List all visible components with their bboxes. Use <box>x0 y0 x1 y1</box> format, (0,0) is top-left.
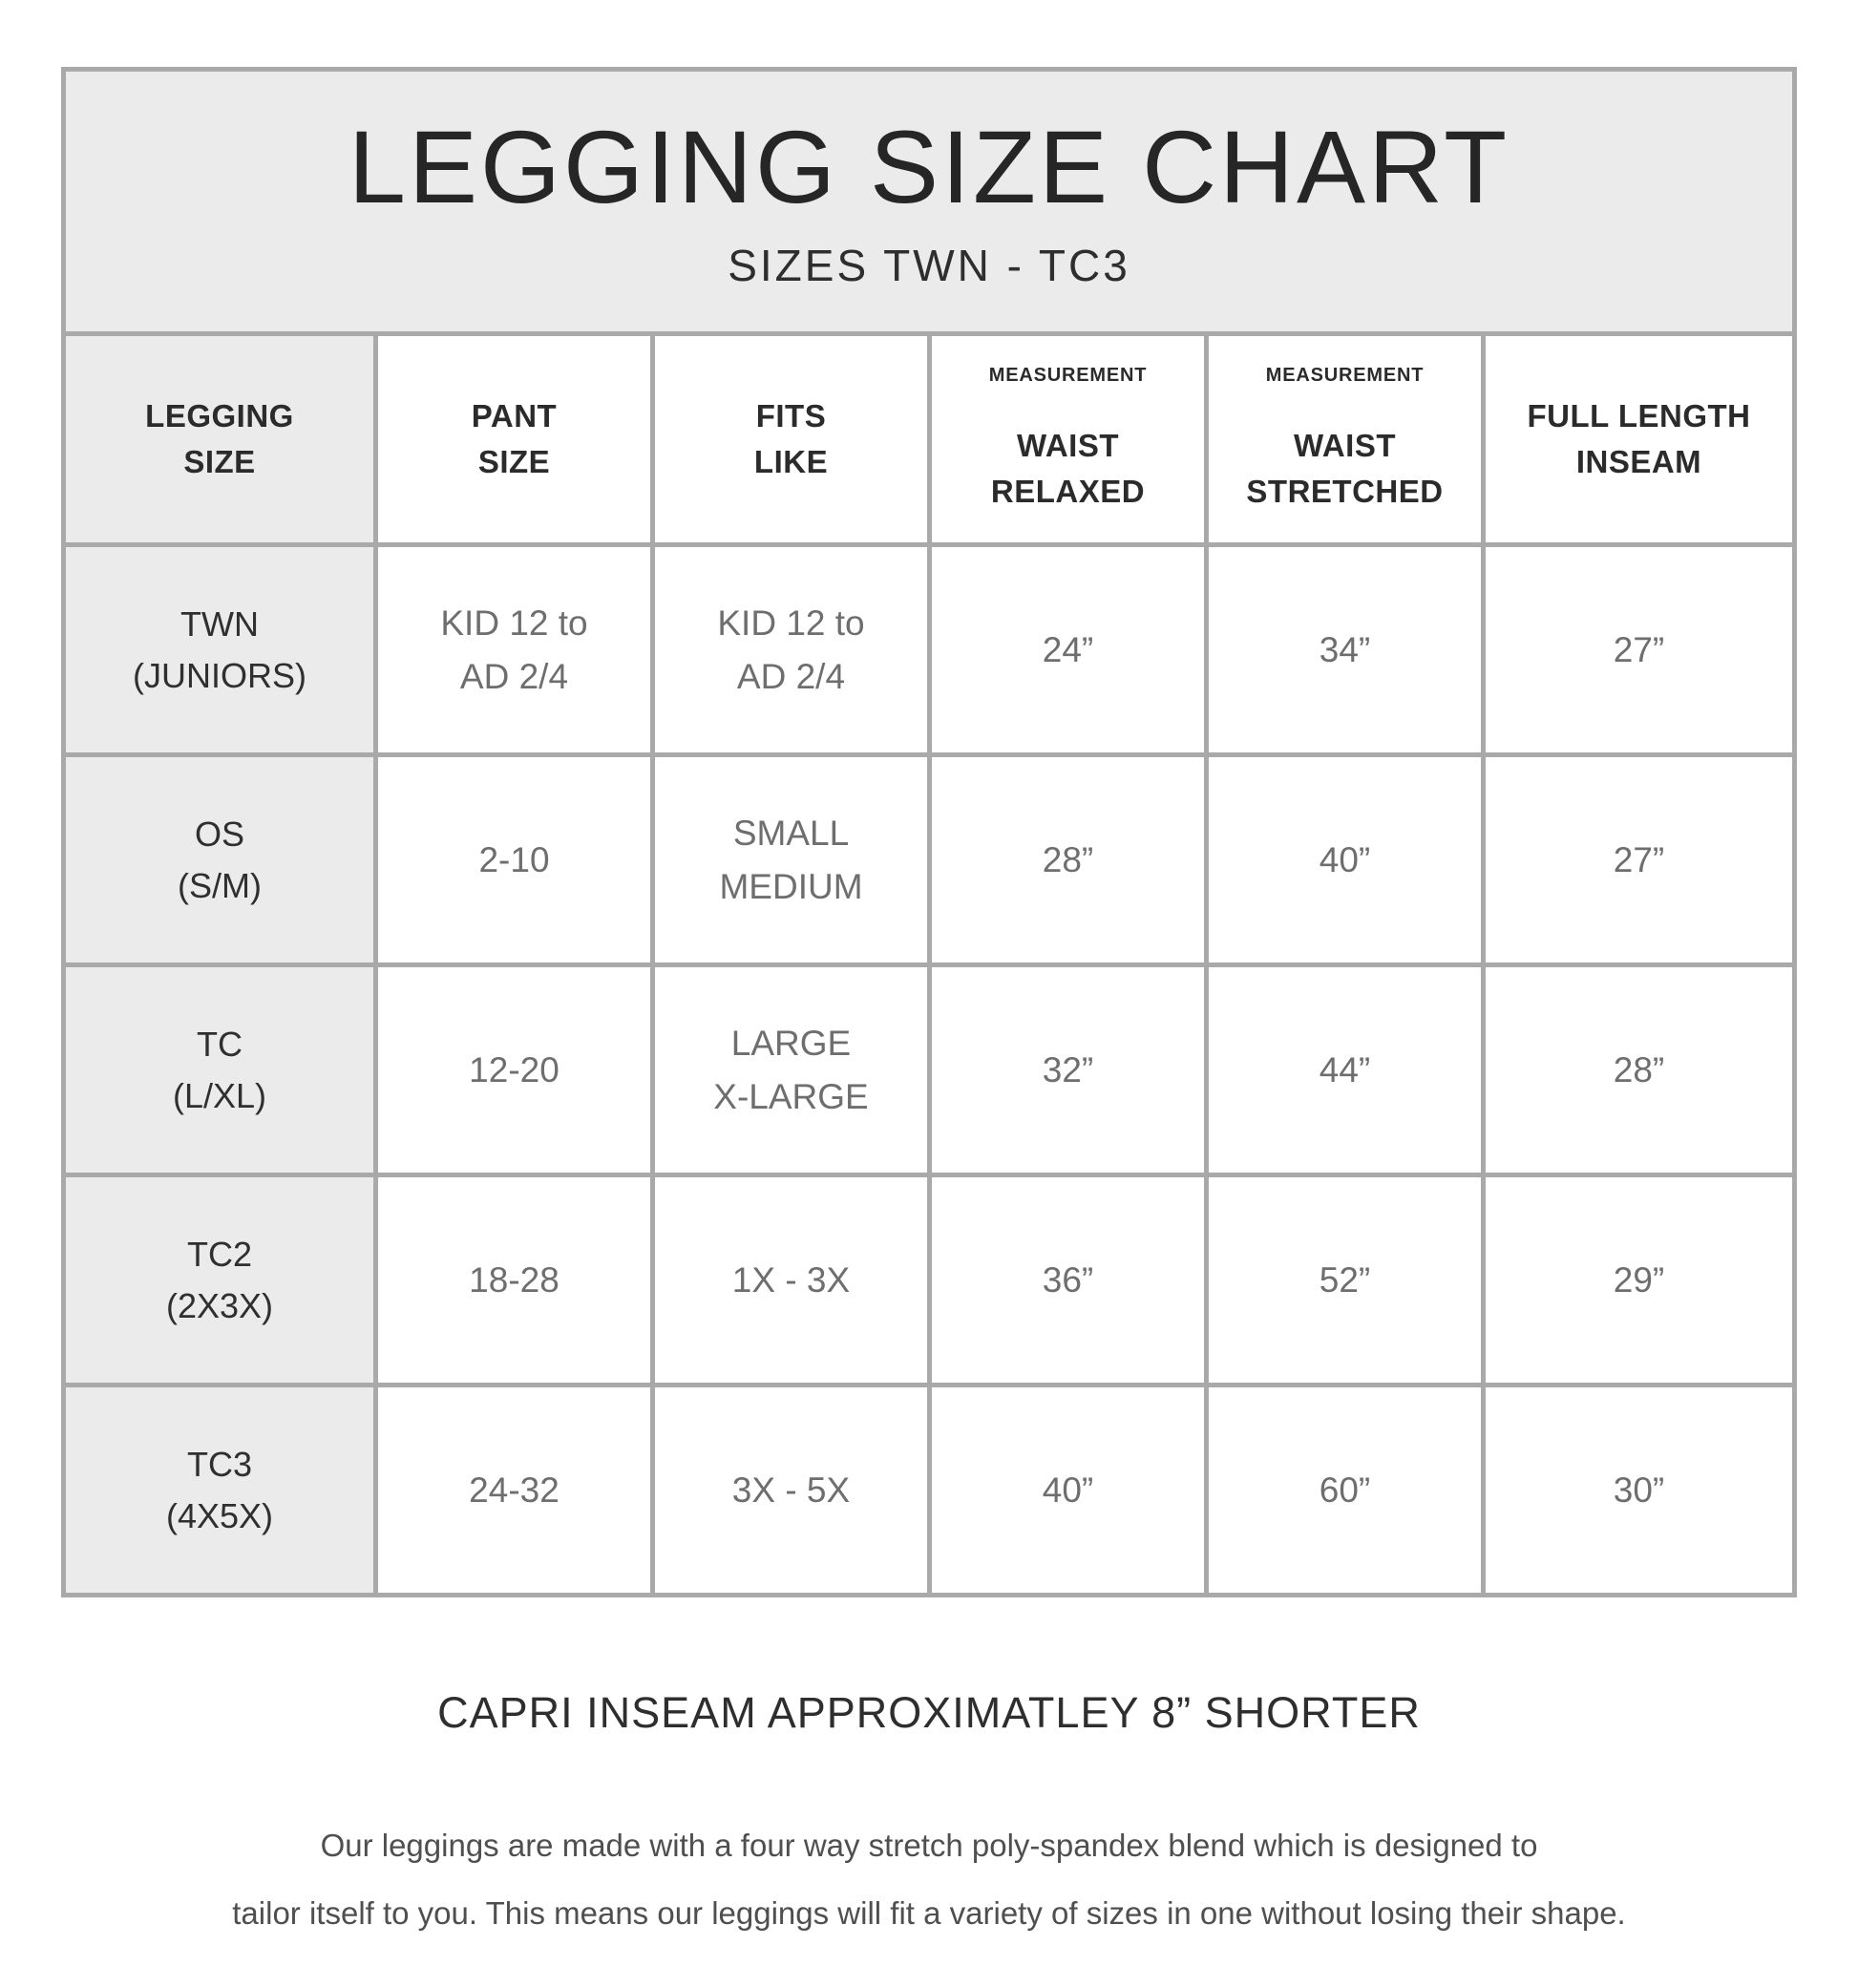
table-cell-inseam: 30” <box>1486 1387 1792 1593</box>
table-cell-waist-relaxed: 32” <box>932 967 1204 1173</box>
header-cell-legging-size: LEGGING SIZE <box>66 336 373 542</box>
legging-size-value: OS (S/M) <box>178 814 262 905</box>
legging-size-value: TC3 (4X5X) <box>165 1444 274 1535</box>
table-cell-fits-like: 1X - 3X <box>655 1177 927 1383</box>
table-cell-fits-like: 3X - 5X <box>655 1387 927 1593</box>
legging-size-value: TC2 (2X3X) <box>165 1234 274 1325</box>
header-cell-inseam: FULL LENGTH INSEAM <box>1486 336 1792 542</box>
table-cell-waist-relaxed: 28” <box>932 757 1204 962</box>
table-cell-inseam: 27” <box>1486 547 1792 752</box>
header-cell-pant-size: PANT SIZE <box>378 336 650 542</box>
table-cell-inseam: 28” <box>1486 967 1792 1173</box>
table-cell-fits-like: SMALL MEDIUM <box>655 757 927 962</box>
inseam-value: 30” <box>1613 1470 1665 1510</box>
measurement-eyebrow: MEASUREMENT <box>988 364 1148 386</box>
column-header-label: FULL LENGTH INSEAM <box>1527 398 1751 479</box>
fabric-description-line1: Our leggings are made with a four way st… <box>320 1828 1538 1863</box>
waist-stretched-value: 60” <box>1319 1470 1371 1510</box>
measurement-eyebrow: MEASUREMENT <box>1265 364 1425 386</box>
table-cell-waist-relaxed: 40” <box>932 1387 1204 1593</box>
legging-size-chart: LEGGING SIZE CHART SIZES TWN - TC3 LEGGI… <box>61 67 1797 1597</box>
fits-like-value: SMALL MEDIUM <box>719 814 863 906</box>
chart-title-banner: LEGGING SIZE CHART SIZES TWN - TC3 <box>66 72 1792 331</box>
row-header-twn: TWN (JUNIORS) <box>66 547 373 752</box>
page-title: LEGGING SIZE CHART <box>348 109 1510 224</box>
inseam-value: 29” <box>1613 1259 1665 1300</box>
table-cell-waist-relaxed: 36” <box>932 1177 1204 1383</box>
column-header-label: FITS LIKE <box>753 398 829 479</box>
table-cell-waist-stretched: 44” <box>1209 967 1481 1173</box>
fits-like-value: KID 12 to AD 2/4 <box>717 603 865 696</box>
table-cell-waist-stretched: 40” <box>1209 757 1481 962</box>
table-cell-inseam: 29” <box>1486 1177 1792 1383</box>
table-cell-pant-size: 2-10 <box>378 757 650 962</box>
pant-size-value: 12-20 <box>469 1049 560 1089</box>
legging-size-value: TWN (JUNIORS) <box>133 603 306 695</box>
table-cell-waist-relaxed: 24” <box>932 547 1204 752</box>
table-cell-waist-stretched: 60” <box>1209 1387 1481 1593</box>
header-cell-fits-like: FITS LIKE <box>655 336 927 542</box>
table-cell-pant-size: KID 12 to AD 2/4 <box>378 547 650 752</box>
waist-relaxed-value: 32” <box>1042 1049 1094 1089</box>
waist-relaxed-value: 24” <box>1042 629 1094 669</box>
column-header-label: PANT SIZE <box>471 398 558 479</box>
fits-like-value: 3X - 5X <box>731 1470 851 1510</box>
fabric-description: Our leggings are made with a four way st… <box>0 1812 1858 1948</box>
table-cell-waist-stretched: 52” <box>1209 1177 1481 1383</box>
page-subtitle: SIZES TWN - TC3 <box>728 241 1130 290</box>
waist-stretched-value: 44” <box>1319 1049 1371 1089</box>
waist-relaxed-value: 40” <box>1042 1470 1094 1510</box>
inseam-value: 28” <box>1613 1049 1665 1089</box>
table-cell-inseam: 27” <box>1486 757 1792 962</box>
row-header-tc: TC (L/XL) <box>66 967 373 1173</box>
waist-relaxed-value: 28” <box>1042 839 1094 879</box>
column-header-label: LEGGING SIZE <box>145 398 294 479</box>
table-cell-pant-size: 12-20 <box>378 967 650 1173</box>
pant-size-value: 2-10 <box>478 839 550 879</box>
waist-relaxed-value: 36” <box>1042 1259 1094 1300</box>
table-cell-pant-size: 18-28 <box>378 1177 650 1383</box>
table-cell-waist-stretched: 34” <box>1209 547 1481 752</box>
table-cell-fits-like: LARGE X-LARGE <box>655 967 927 1173</box>
column-header-label: WAIST RELAXED <box>990 427 1146 509</box>
pant-size-value: 24-32 <box>469 1470 560 1510</box>
fits-like-value: LARGE X-LARGE <box>713 1024 869 1116</box>
waist-stretched-value: 52” <box>1319 1259 1371 1300</box>
legging-size-value: TC (L/XL) <box>172 1024 267 1115</box>
fabric-description-line2: tailor itself to you. This means our leg… <box>232 1894 1626 1931</box>
row-header-os: OS (S/M) <box>66 757 373 962</box>
inseam-value: 27” <box>1613 629 1665 669</box>
row-header-tc3: TC3 (4X5X) <box>66 1387 373 1593</box>
pant-size-value: KID 12 to AD 2/4 <box>440 603 588 696</box>
waist-stretched-value: 40” <box>1319 839 1371 879</box>
table-cell-fits-like: KID 12 to AD 2/4 <box>655 547 927 752</box>
row-header-tc2: TC2 (2X3X) <box>66 1177 373 1383</box>
header-cell-waist-stretched: MEASUREMENT WAIST STRETCHED <box>1209 336 1481 542</box>
capri-inseam-note: CAPRI INSEAM APPROXIMATLEY 8” SHORTER <box>437 1688 1421 1737</box>
column-header-label: WAIST STRETCHED <box>1246 427 1444 509</box>
table-cell-pant-size: 24-32 <box>378 1387 650 1593</box>
fits-like-value: 1X - 3X <box>731 1259 851 1300</box>
header-cell-waist-relaxed: MEASUREMENT WAIST RELAXED <box>932 336 1204 542</box>
inseam-value: 27” <box>1613 839 1665 879</box>
pant-size-value: 18-28 <box>469 1259 560 1300</box>
waist-stretched-value: 34” <box>1319 629 1371 669</box>
